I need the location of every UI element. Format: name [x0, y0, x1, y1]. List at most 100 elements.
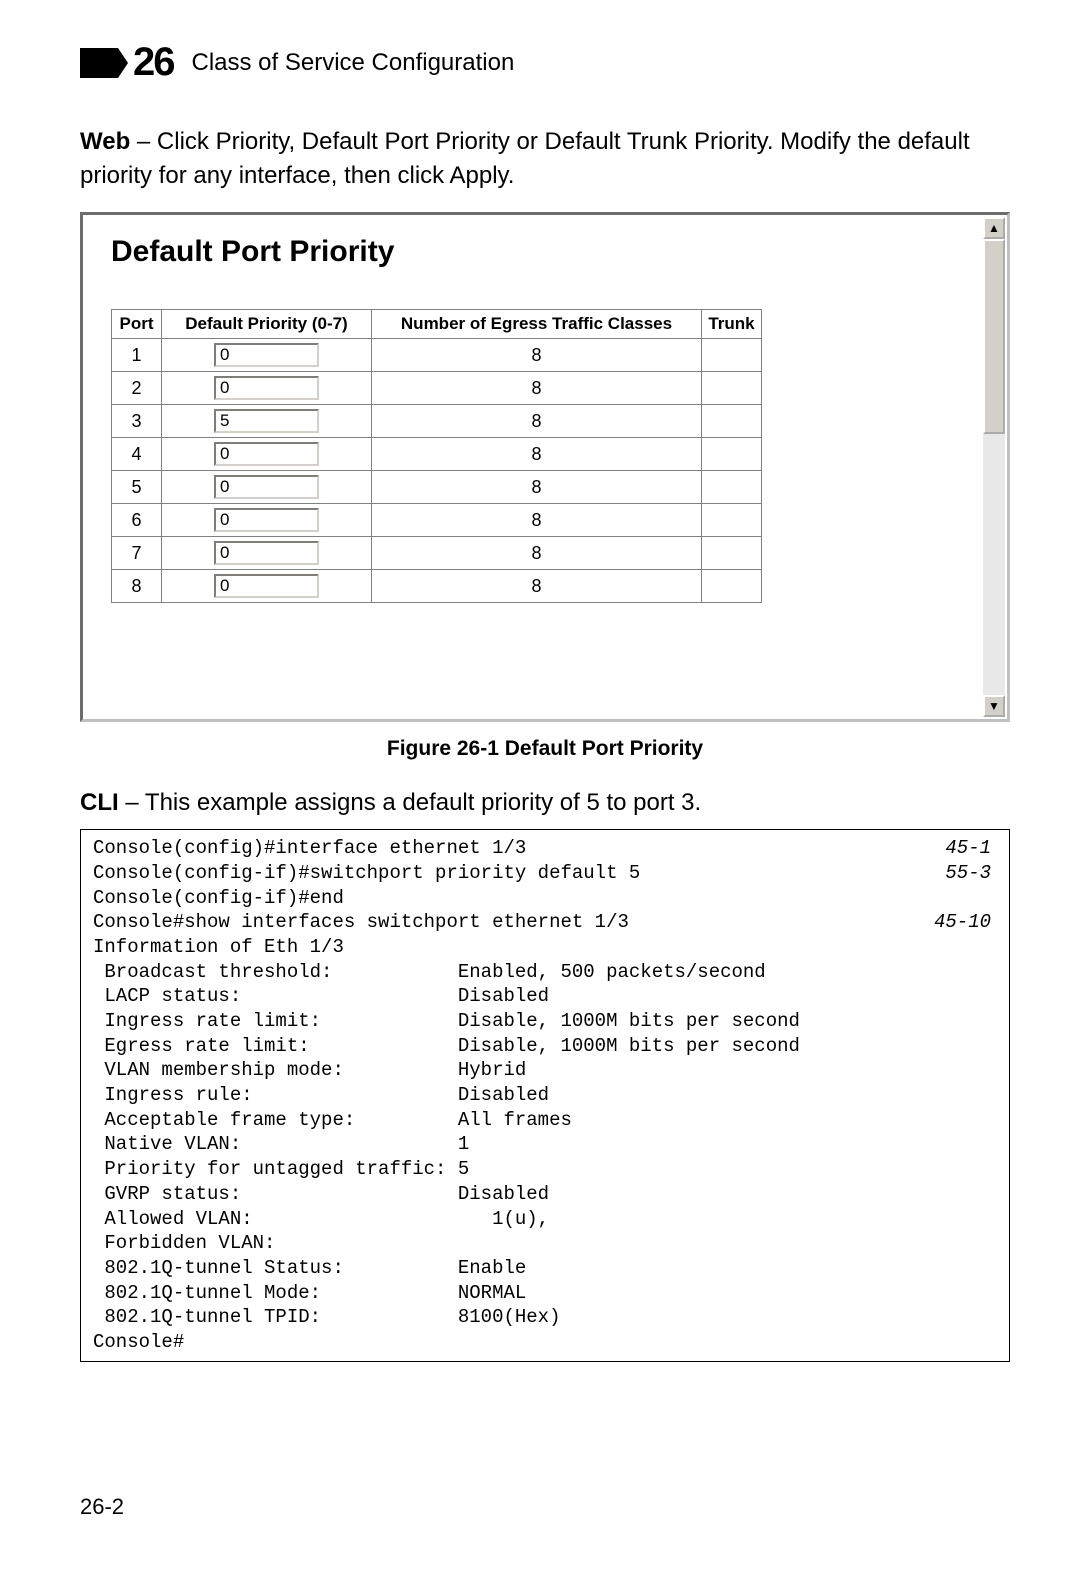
- priority-input[interactable]: [214, 574, 319, 598]
- priority-input[interactable]: [214, 409, 319, 433]
- cli-line: Broadcast threshold: Enabled, 500 packet…: [93, 960, 997, 985]
- cli-text-span: Information of Eth 1/3: [93, 935, 344, 960]
- cli-text-span: Ingress rate limit: Disable, 1000M bits …: [93, 1009, 800, 1034]
- cli-label: CLI: [80, 789, 119, 816]
- scroll-down-button[interactable]: ▼: [983, 695, 1005, 717]
- cli-output-box: Console(config)#interface ethernet 1/3 45…: [80, 829, 1010, 1361]
- table-row: 68: [112, 504, 762, 537]
- page-header: 26 Class of Service Configuration: [80, 40, 1010, 85]
- priority-cell: [162, 405, 372, 438]
- table-row: 88: [112, 570, 762, 603]
- cli-text-span: Priority for untagged traffic: 5: [93, 1157, 469, 1182]
- cli-line: Ingress rate limit: Disable, 1000M bits …: [93, 1009, 997, 1034]
- cli-text-span: 802.1Q-tunnel TPID: 8100(Hex): [93, 1305, 560, 1330]
- cli-text-span: 802.1Q-tunnel Status: Enable: [93, 1256, 526, 1281]
- priority-cell: [162, 570, 372, 603]
- col-header-priority: Default Priority (0-7): [162, 310, 372, 339]
- cli-line: Console#show interfaces switchport ether…: [93, 910, 997, 935]
- trunk-cell: [702, 471, 762, 504]
- trunk-cell: [702, 339, 762, 372]
- cli-line: Allowed VLAN: 1(u),: [93, 1207, 997, 1232]
- priority-cell: [162, 537, 372, 570]
- cli-ref: 45-1: [945, 836, 997, 861]
- egress-cell: 8: [372, 504, 702, 537]
- chapter-title: Class of Service Configuration: [192, 49, 515, 77]
- cli-ref: 45-10: [934, 910, 997, 935]
- cli-text-span: Console#show interfaces switchport ether…: [93, 910, 629, 935]
- cli-text-span: Console(config-if)#switchport priority d…: [93, 861, 640, 886]
- cli-line: Console(config)#interface ethernet 1/3 45…: [93, 836, 997, 861]
- chevron-up-icon: ▲: [988, 221, 1000, 235]
- chapter-badge: 26: [80, 40, 174, 85]
- cli-text-span: Console(config)#interface ethernet 1/3: [93, 836, 526, 861]
- cli-line: VLAN membership mode: Hybrid: [93, 1058, 997, 1083]
- cli-text-span: Native VLAN: 1: [93, 1132, 469, 1157]
- trunk-cell: [702, 405, 762, 438]
- cli-line: Ingress rule: Disabled: [93, 1083, 997, 1108]
- table-row: 38: [112, 405, 762, 438]
- web-label: Web: [80, 128, 130, 155]
- priority-cell: [162, 471, 372, 504]
- priority-input[interactable]: [214, 541, 319, 565]
- panel-title: Default Port Priority: [111, 235, 979, 269]
- scroll-up-button[interactable]: ▲: [983, 217, 1005, 239]
- port-cell: 1: [112, 339, 162, 372]
- port-cell: 2: [112, 372, 162, 405]
- egress-cell: 8: [372, 471, 702, 504]
- port-cell: 6: [112, 504, 162, 537]
- table-row: 58: [112, 471, 762, 504]
- port-cell: 5: [112, 471, 162, 504]
- priority-input[interactable]: [214, 508, 319, 532]
- cli-text-span: GVRP status: Disabled: [93, 1182, 549, 1207]
- cli-line: 802.1Q-tunnel Mode: NORMAL: [93, 1281, 997, 1306]
- priority-cell: [162, 372, 372, 405]
- cli-line: Forbidden VLAN:: [93, 1231, 997, 1256]
- egress-cell: 8: [372, 537, 702, 570]
- cli-text-span: Console(config-if)#end: [93, 886, 344, 911]
- cli-line: Console#: [93, 1330, 997, 1355]
- priority-cell: [162, 339, 372, 372]
- priority-input[interactable]: [214, 376, 319, 400]
- table-row: 28: [112, 372, 762, 405]
- trunk-cell: [702, 570, 762, 603]
- cli-line: Native VLAN: 1: [93, 1132, 997, 1157]
- port-priority-table: Port Default Priority (0-7) Number of Eg…: [111, 309, 762, 603]
- priority-input[interactable]: [214, 475, 319, 499]
- cli-text-span: Broadcast threshold: Enabled, 500 packet…: [93, 960, 766, 985]
- web-instructions: Web – Click Priority, Default Port Prior…: [80, 125, 1010, 192]
- priority-input[interactable]: [214, 442, 319, 466]
- web-text: – Click Priority, Default Port Priority …: [80, 128, 970, 189]
- cli-text-span: LACP status: Disabled: [93, 984, 549, 1009]
- trunk-cell: [702, 504, 762, 537]
- egress-cell: 8: [372, 570, 702, 603]
- cli-text: – This example assigns a default priorit…: [119, 789, 702, 816]
- cli-line: 802.1Q-tunnel TPID: 8100(Hex): [93, 1305, 997, 1330]
- egress-cell: 8: [372, 438, 702, 471]
- cli-line: LACP status: Disabled: [93, 984, 997, 1009]
- cli-line: Information of Eth 1/3: [93, 935, 997, 960]
- cli-line: 802.1Q-tunnel Status: Enable: [93, 1256, 997, 1281]
- cli-text-span: Acceptable frame type: All frames: [93, 1108, 572, 1133]
- port-cell: 7: [112, 537, 162, 570]
- cli-line: Console(config-if)#end: [93, 886, 997, 911]
- scroll-thumb[interactable]: [983, 239, 1005, 434]
- screenshot-panel: ▲ ▼ Default Port Priority Port Default P…: [80, 212, 1010, 722]
- cli-intro: CLI – This example assigns a default pri…: [80, 789, 1010, 817]
- egress-cell: 8: [372, 372, 702, 405]
- priority-cell: [162, 438, 372, 471]
- cli-text-span: Forbidden VLAN:: [93, 1231, 458, 1256]
- trunk-cell: [702, 537, 762, 570]
- table-row: 18: [112, 339, 762, 372]
- table-row: 78: [112, 537, 762, 570]
- priority-input[interactable]: [214, 343, 319, 367]
- chapter-number: 26: [133, 40, 174, 85]
- cli-line: Console(config-if)#switchport priority d…: [93, 861, 997, 886]
- cli-line: Priority for untagged traffic: 5: [93, 1157, 997, 1182]
- trunk-cell: [702, 372, 762, 405]
- col-header-port: Port: [112, 310, 162, 339]
- cli-text-span: VLAN membership mode: Hybrid: [93, 1058, 526, 1083]
- egress-cell: 8: [372, 339, 702, 372]
- cli-line: Egress rate limit: Disable, 1000M bits p…: [93, 1034, 997, 1059]
- port-cell: 4: [112, 438, 162, 471]
- cli-line: GVRP status: Disabled: [93, 1182, 997, 1207]
